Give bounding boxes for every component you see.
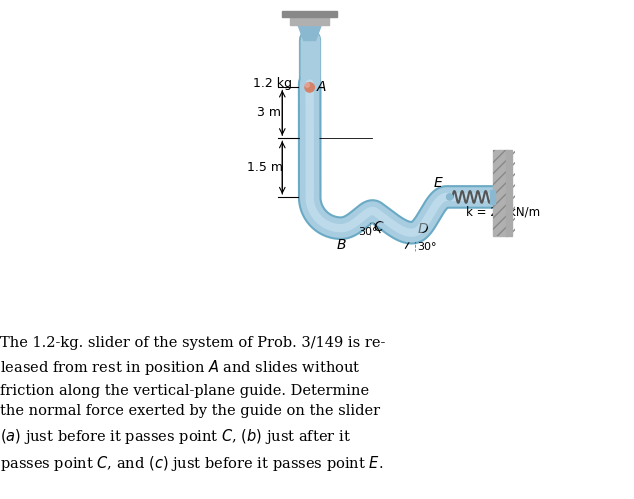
Text: 1.5 m: 1.5 m: [247, 161, 283, 174]
Bar: [489, 190, 495, 204]
Text: 30°: 30°: [359, 227, 378, 237]
Text: k = 24 kN/m: k = 24 kN/m: [466, 205, 540, 218]
Text: C: C: [373, 221, 383, 235]
Text: A: A: [317, 80, 327, 94]
Text: B: B: [336, 238, 346, 252]
Text: E: E: [434, 176, 443, 190]
Circle shape: [305, 83, 314, 92]
Text: 3 m: 3 m: [257, 106, 281, 119]
Bar: [282, 11, 337, 17]
Text: 1.2 kg: 1.2 kg: [253, 77, 292, 90]
Bar: [290, 15, 329, 25]
Polygon shape: [298, 25, 321, 40]
Bar: [493, 150, 515, 236]
Text: 30°: 30°: [417, 243, 437, 252]
Bar: [493, 150, 507, 236]
Bar: [507, 150, 512, 236]
Text: D: D: [417, 223, 428, 237]
Circle shape: [305, 83, 309, 87]
Circle shape: [446, 194, 453, 200]
Text: The 1.2-kg. slider of the system of Prob. 3/149 is re-
leased from rest in posit: The 1.2-kg. slider of the system of Prob…: [0, 336, 385, 473]
